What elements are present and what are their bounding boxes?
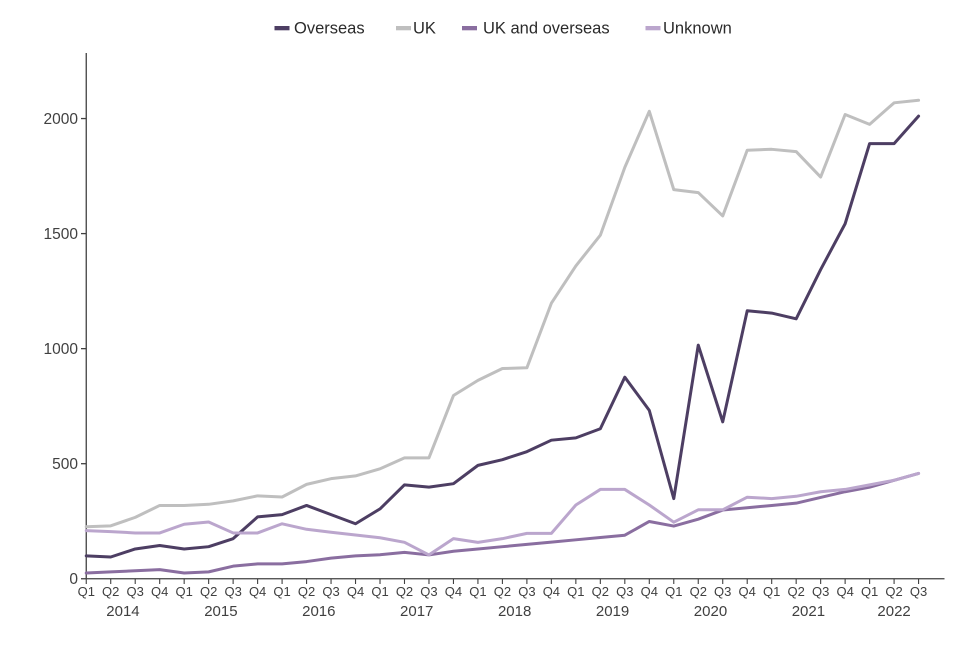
svg-text:Q3: Q3 bbox=[420, 584, 437, 599]
svg-text:2014: 2014 bbox=[106, 603, 139, 620]
svg-text:Q3: Q3 bbox=[714, 584, 731, 599]
svg-text:Q1: Q1 bbox=[371, 584, 388, 599]
svg-text:Q1: Q1 bbox=[78, 584, 95, 599]
svg-text:Q2: Q2 bbox=[690, 584, 707, 599]
svg-text:UK: UK bbox=[413, 20, 436, 38]
svg-text:Q3: Q3 bbox=[812, 584, 829, 599]
svg-text:Q4: Q4 bbox=[739, 584, 756, 599]
svg-text:2000: 2000 bbox=[44, 111, 79, 128]
svg-text:500: 500 bbox=[52, 456, 78, 473]
svg-text:Q3: Q3 bbox=[616, 584, 633, 599]
svg-text:Q2: Q2 bbox=[494, 584, 511, 599]
svg-text:1500: 1500 bbox=[44, 226, 79, 243]
svg-text:Q4: Q4 bbox=[641, 584, 658, 599]
svg-text:Q4: Q4 bbox=[347, 584, 364, 599]
svg-text:2017: 2017 bbox=[400, 603, 433, 620]
svg-text:Q1: Q1 bbox=[273, 584, 290, 599]
svg-text:Q3: Q3 bbox=[910, 584, 927, 599]
svg-text:2019: 2019 bbox=[596, 603, 629, 620]
svg-text:1000: 1000 bbox=[44, 341, 79, 358]
svg-text:Q3: Q3 bbox=[322, 584, 339, 599]
svg-text:Q4: Q4 bbox=[151, 584, 168, 599]
svg-text:Q1: Q1 bbox=[469, 584, 486, 599]
svg-text:Unknown: Unknown bbox=[663, 20, 732, 38]
svg-text:Q2: Q2 bbox=[298, 584, 315, 599]
svg-text:Q1: Q1 bbox=[861, 584, 878, 599]
svg-text:Q2: Q2 bbox=[102, 584, 119, 599]
svg-text:Q4: Q4 bbox=[543, 584, 560, 599]
svg-text:Overseas: Overseas bbox=[294, 20, 365, 38]
svg-text:Q3: Q3 bbox=[518, 584, 535, 599]
svg-text:2015: 2015 bbox=[204, 603, 237, 620]
svg-text:2018: 2018 bbox=[498, 603, 531, 620]
svg-text:2016: 2016 bbox=[302, 603, 335, 620]
svg-text:Q1: Q1 bbox=[665, 584, 682, 599]
svg-text:2020: 2020 bbox=[694, 603, 727, 620]
svg-text:Q2: Q2 bbox=[396, 584, 413, 599]
svg-text:Q1: Q1 bbox=[175, 584, 192, 599]
svg-text:2022: 2022 bbox=[877, 603, 910, 620]
svg-text:Q2: Q2 bbox=[787, 584, 804, 599]
svg-text:Q1: Q1 bbox=[567, 584, 584, 599]
svg-text:Q2: Q2 bbox=[592, 584, 609, 599]
svg-text:Q3: Q3 bbox=[224, 584, 241, 599]
svg-text:2021: 2021 bbox=[792, 603, 825, 620]
svg-text:Q4: Q4 bbox=[249, 584, 266, 599]
svg-text:Q4: Q4 bbox=[836, 584, 853, 599]
svg-text:Q4: Q4 bbox=[445, 584, 462, 599]
svg-text:Q1: Q1 bbox=[763, 584, 780, 599]
svg-text:UK and overseas: UK and overseas bbox=[483, 20, 610, 38]
svg-text:Q2: Q2 bbox=[200, 584, 217, 599]
svg-text:Q3: Q3 bbox=[127, 584, 144, 599]
svg-text:Q2: Q2 bbox=[885, 584, 902, 599]
